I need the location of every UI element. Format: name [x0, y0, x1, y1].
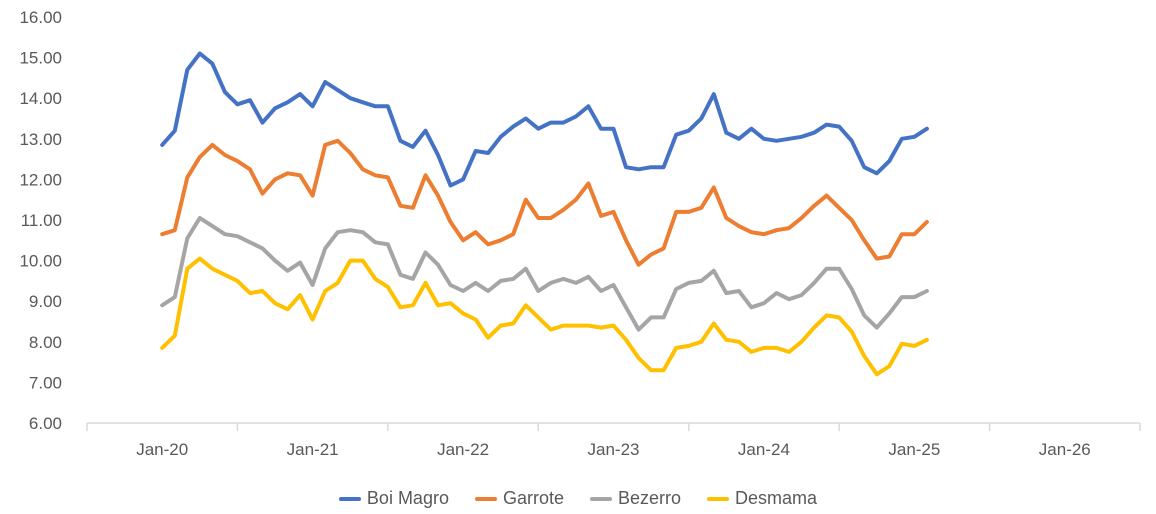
y-tick-label: 16.00: [19, 8, 62, 27]
legend-swatch: [338, 496, 361, 501]
x-tick-label: Jan-23: [588, 440, 640, 459]
series-line-desmama: [160, 256, 929, 377]
x-tick-label: Jan-21: [287, 440, 339, 459]
series-line-bezerro: [160, 216, 929, 332]
y-tick-label: 8.00: [29, 333, 62, 352]
legend: Boi Magro Garrote Bezerro Desmama: [0, 488, 1156, 509]
y-tick-label: 13.00: [19, 130, 62, 149]
legend-item-bezerro: Bezerro: [590, 488, 681, 509]
legend-swatch: [707, 496, 730, 501]
legend-label: Bezerro: [618, 488, 682, 508]
y-tick-label: 14.00: [19, 89, 62, 108]
x-tick-label: Jan-24: [738, 440, 790, 459]
legend-item-boi-magro: Boi Magro: [338, 488, 449, 509]
legend-swatch: [590, 496, 612, 501]
y-tick-label: 11.00: [21, 211, 62, 230]
x-tick-label: Jan-22: [437, 440, 489, 459]
x-tick-label: Jan-20: [136, 440, 188, 459]
y-tick-label: 9.00: [29, 292, 62, 311]
legend-item-desmama: Desmama: [707, 488, 817, 509]
y-tick-label: 15.00: [19, 49, 62, 68]
y-tick-label: 12.00: [19, 170, 62, 189]
legend-label: Desmama: [735, 488, 818, 508]
legend-label: Garrote: [502, 488, 564, 508]
legend-item-garrote: Garrote: [474, 488, 564, 509]
legend-label: Boi Magro: [366, 488, 449, 508]
x-tick-label: Jan-25: [888, 440, 940, 459]
series-line-boi-magro: [160, 51, 929, 188]
x-tick-label: Jan-26: [1039, 440, 1091, 459]
legend-swatch: [474, 496, 497, 501]
y-tick-label: 10.00: [19, 252, 62, 271]
series-line-garrote: [160, 138, 929, 267]
y-tick-label: 7.00: [29, 373, 62, 392]
y-tick-label: 6.00: [29, 414, 62, 433]
line-chart: 6.00 7.00 8.00 9.00 10.00 11.00 12.00 13.00 14.0…: [19, 8, 1141, 459]
